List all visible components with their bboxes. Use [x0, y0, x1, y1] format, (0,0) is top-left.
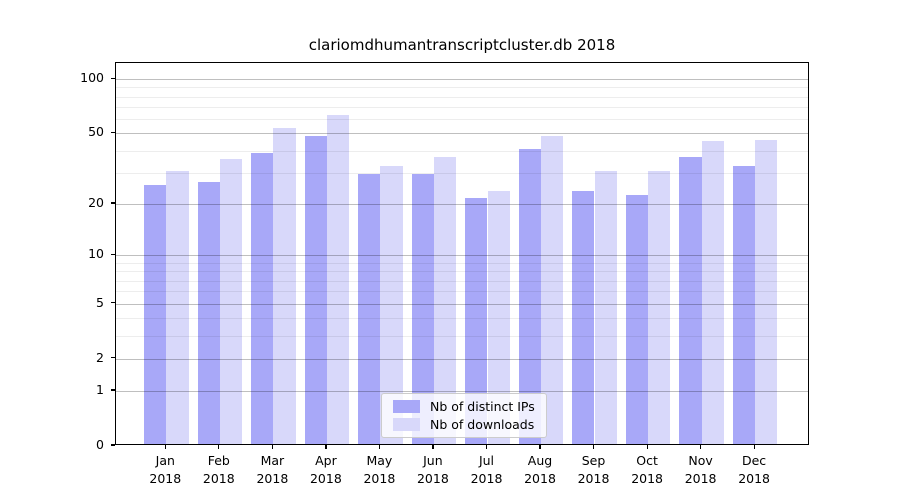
gridline-minor-90: [116, 87, 808, 89]
xtick-mark-feb: [218, 445, 220, 449]
legend-label-downloads: Nb of downloads: [430, 416, 535, 432]
gridline-minor-30: [116, 173, 808, 174]
bar-ips-dec: [732, 166, 756, 444]
xtick-label-nov: Nov 2018: [684, 453, 717, 486]
legend-swatch-distinct-ips-icon: [393, 400, 420, 413]
gridline-minor-6: [116, 291, 808, 293]
xtick-mark-apr: [325, 445, 327, 449]
plot-area: Nb of distinct IPs Nb of downloads: [115, 62, 809, 445]
xtick-label-sep: Sep 2018: [577, 453, 610, 486]
xtick-mark-jul: [485, 445, 488, 449]
legend-swatch-downloads-icon: [393, 418, 420, 431]
bar-downloads-nov: [701, 141, 724, 444]
xtick-mark-jun: [432, 445, 434, 449]
ytick-mark-20: [111, 202, 115, 204]
bar-downloads-jul: [487, 191, 510, 444]
gridline-major-5: [116, 303, 808, 305]
bar-ips-nov: [679, 156, 702, 444]
bar-ips-aug: [518, 148, 541, 444]
bar-ips-jun: [411, 173, 434, 444]
gridline-minor-70: [116, 107, 808, 109]
gridline-minor-9: [116, 262, 808, 264]
gridline-minor-80: [116, 96, 808, 98]
bar-ips-apr: [304, 136, 327, 444]
bar-ips-jan: [144, 185, 167, 444]
ytick-mark-2: [111, 357, 115, 359]
legend-label-distinct-ips: Nb of distinct IPs: [430, 398, 535, 414]
ytick-label-5: 5: [96, 294, 104, 310]
xtick-label-aug: Aug 2018: [524, 453, 556, 486]
chart-title: clariomdhumantranscriptcluster.db 2018: [308, 36, 616, 54]
gridline-major-50: [116, 133, 808, 135]
gridline-major-10: [116, 255, 808, 257]
xtick-label-jan: Jan 2018: [149, 453, 182, 486]
ytick-mark-5: [111, 302, 115, 304]
bar-downloads-oct: [648, 171, 671, 444]
xtick-mark-dec: [753, 445, 755, 449]
bar-downloads-apr: [326, 114, 350, 444]
ytick-label-20: 20: [88, 195, 104, 210]
xtick-label-jul: Jul 2018: [470, 453, 503, 486]
ytick-label-100: 100: [80, 70, 104, 86]
gridline-major-100: [116, 79, 808, 81]
xtick-label-dec: Dec 2018: [738, 453, 770, 486]
legend: Nb of distinct IPs Nb of downloads: [381, 393, 547, 438]
gridline-major-1: [116, 390, 808, 392]
ytick-label-50: 50: [88, 124, 104, 140]
bar-downloads-mar: [273, 128, 296, 444]
bar-ips-jul: [465, 198, 488, 444]
bar-ips-feb: [197, 182, 220, 444]
ytick-mark-10: [111, 253, 115, 256]
xtick-mark-may: [378, 445, 381, 449]
gridline-minor-8: [116, 271, 808, 273]
gridline-minor-3: [116, 335, 808, 337]
xtick-label-apr: Apr 2018: [309, 453, 342, 486]
gridline-minor-4: [116, 318, 808, 319]
ytick-label-0: 0: [96, 437, 104, 452]
xtick-label-mar: Mar 2018: [256, 453, 289, 486]
xtick-mark-jan: [164, 445, 166, 449]
bar-ips-oct: [625, 194, 649, 444]
ytick-mark-0: [111, 444, 115, 446]
bar-downloads-jan: [166, 171, 189, 444]
xtick-label-jun: Jun 2018: [416, 453, 449, 486]
ytick-mark-100: [111, 77, 115, 79]
xtick-mark-sep: [592, 445, 595, 449]
ytick-mark-50: [111, 131, 115, 134]
xtick-mark-nov: [700, 445, 702, 449]
xtick-mark-oct: [646, 445, 648, 449]
bar-downloads-sep: [594, 171, 617, 444]
gridline-minor-60: [116, 119, 808, 121]
xtick-label-oct: Oct 2018: [631, 453, 663, 486]
gridline-major-20: [116, 204, 808, 205]
ytick-label-10: 10: [88, 246, 104, 262]
xtick-mark-aug: [539, 445, 541, 449]
bar-ips-may: [358, 173, 381, 444]
bar-ips-sep: [572, 191, 595, 444]
gridline-major-2: [116, 358, 808, 360]
ytick-label-1: 1: [96, 381, 104, 397]
bar-downloads-dec: [755, 139, 778, 444]
xtick-label-feb: Feb 2018: [202, 453, 235, 486]
bar-downloads-feb: [219, 159, 243, 444]
bar-downloads-jun: [433, 156, 457, 444]
ytick-label-2: 2: [96, 349, 104, 365]
gridline-minor-7: [116, 280, 808, 282]
xtick-label-may: May 2018: [363, 453, 396, 486]
gridline-minor-40: [116, 150, 808, 152]
legend-entry-downloads: Nb of downloads: [393, 416, 546, 432]
xtick-mark-mar: [271, 445, 274, 449]
ytick-mark-1: [111, 389, 115, 391]
bar-ips-mar: [251, 152, 274, 444]
bar-downloads-may: [380, 166, 403, 444]
legend-entry-distinct-ips: Nb of distinct IPs: [393, 398, 546, 414]
bar-downloads-aug: [541, 136, 564, 444]
